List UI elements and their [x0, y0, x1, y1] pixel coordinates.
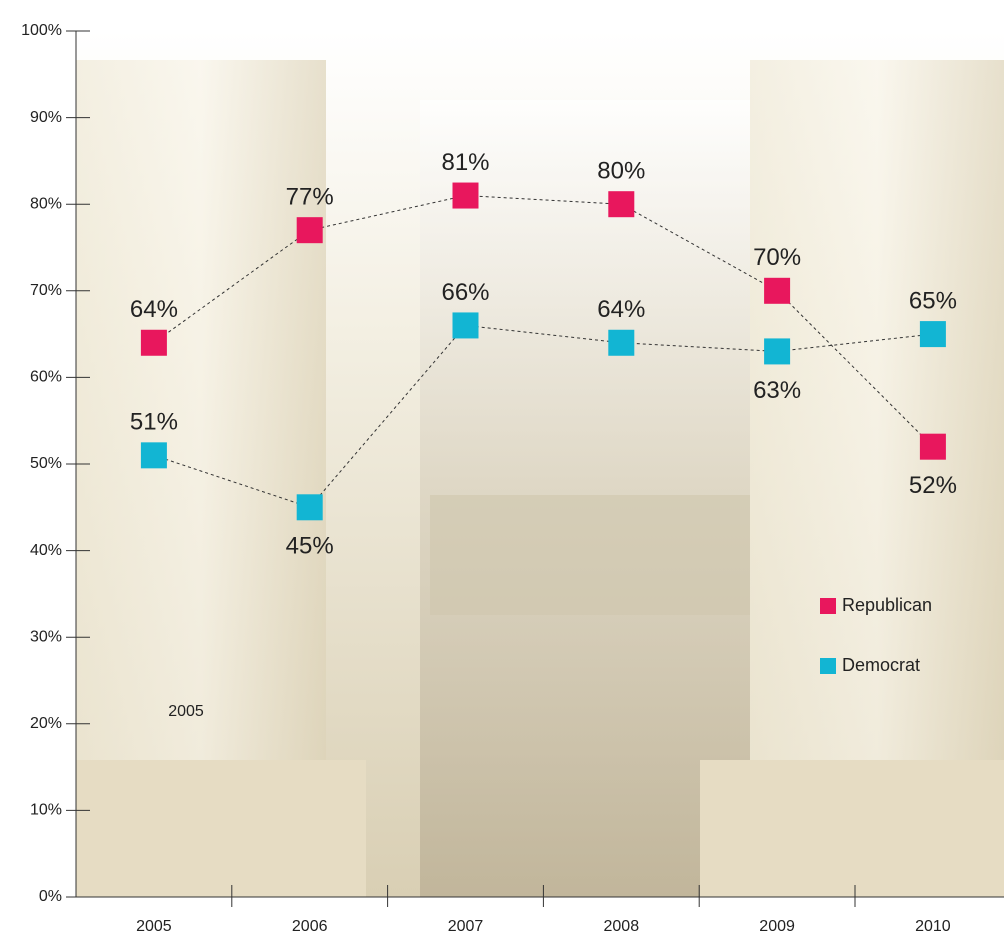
marker	[453, 183, 479, 209]
marker	[764, 278, 790, 304]
marker	[608, 191, 634, 217]
data-label: 81%	[441, 149, 489, 176]
marker	[297, 217, 323, 243]
y-tick-label: 50%	[30, 455, 62, 472]
legend-swatch	[820, 658, 836, 674]
marker	[608, 330, 634, 356]
marker	[453, 312, 479, 338]
y-tick-label: 40%	[30, 542, 62, 559]
marker	[141, 442, 167, 468]
data-label: 65%	[909, 287, 957, 314]
marker	[920, 434, 946, 460]
marker	[297, 494, 323, 520]
marker	[764, 338, 790, 364]
x-tick-label: 2006	[292, 918, 328, 935]
y-tick-label: 20%	[30, 715, 62, 732]
marker	[920, 321, 946, 347]
x-tick-label: 2008	[604, 918, 640, 935]
data-label: 80%	[597, 158, 645, 185]
data-label: 70%	[753, 244, 801, 271]
legend-swatch	[820, 598, 836, 614]
y-tick-label: 0%	[39, 888, 62, 905]
y-tick-label: 90%	[30, 109, 62, 126]
data-label: 77%	[286, 184, 334, 211]
data-label: 52%	[909, 472, 957, 499]
y-tick-label: 60%	[30, 369, 62, 386]
chart: 0% 10% 20% 30% 40% 50% 60% 70% 80% 90% 100% 2005 200…	[0, 0, 1004, 937]
data-label: 64%	[597, 296, 645, 323]
data-label: 64%	[130, 296, 178, 323]
data-label: 45%	[286, 533, 334, 560]
data-label: 66%	[441, 279, 489, 306]
data-label: 51%	[130, 409, 178, 436]
x-tick-label: 2009	[759, 918, 795, 935]
legend-label: Republican	[842, 595, 932, 615]
x-tick-label: 2005	[136, 918, 172, 935]
y-tick-label: 80%	[30, 195, 62, 212]
background	[76, 31, 1004, 897]
x-tick-label: 2007	[448, 918, 484, 935]
x-tick-label: 2010	[915, 918, 951, 935]
data-label: 63%	[753, 377, 801, 404]
y-tick-label: 100%	[21, 22, 62, 39]
annotation: 2005	[168, 703, 204, 720]
y-tick-label: 70%	[30, 282, 62, 299]
y-tick-label: 10%	[30, 802, 62, 819]
legend-label: Democrat	[842, 655, 920, 675]
y-tick-label: 30%	[30, 628, 62, 645]
marker	[141, 330, 167, 356]
